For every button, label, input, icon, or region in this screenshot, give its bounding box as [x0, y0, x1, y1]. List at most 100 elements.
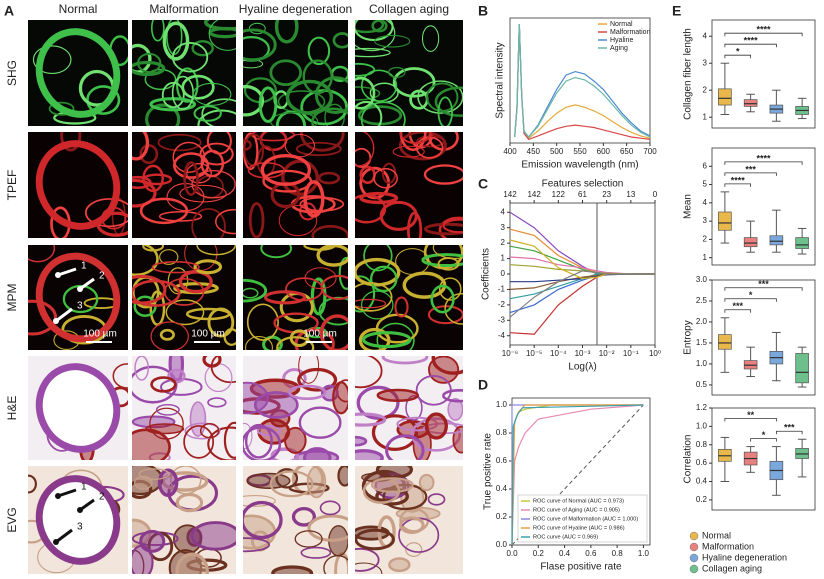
significance-label: *** — [745, 164, 756, 174]
texture — [166, 20, 183, 55]
arrow-head — [77, 286, 83, 292]
box — [718, 211, 732, 231]
texture — [415, 375, 452, 406]
texture — [181, 74, 215, 100]
y-tick-label: 1.0 — [696, 421, 708, 430]
significance-label: *** — [732, 301, 743, 311]
texture — [207, 307, 235, 338]
x-tick-label: 10⁻⁶ — [502, 349, 518, 358]
series-line — [509, 239, 655, 280]
legend-label: Hyaline — [610, 37, 633, 44]
x-tick-label: 450 — [527, 147, 541, 156]
y-axis-label: Correlation — [683, 435, 694, 484]
series-line — [509, 273, 655, 335]
texture — [178, 270, 213, 294]
significance-label: **** — [756, 153, 771, 163]
y-tick-label: -2 — [498, 300, 506, 309]
texture — [363, 245, 393, 272]
series-line — [511, 404, 644, 546]
texture — [298, 356, 320, 384]
texture — [84, 198, 128, 228]
texture — [373, 168, 398, 189]
texture — [199, 423, 220, 439]
x-tick-label: 550 — [573, 147, 587, 156]
box — [795, 353, 809, 384]
texture — [332, 32, 348, 49]
row-label: TPEF — [5, 170, 19, 201]
texture — [193, 259, 223, 275]
scale-bar-label: 100 µm — [303, 329, 337, 340]
image-background — [28, 20, 128, 126]
significance-label: *** — [758, 279, 769, 289]
texture — [142, 173, 173, 186]
texture — [355, 562, 383, 574]
significance-label: *** — [784, 423, 795, 433]
texture — [215, 208, 236, 235]
significance-label: **** — [731, 175, 746, 185]
texture — [434, 86, 463, 117]
texture — [208, 20, 236, 51]
arrow-label: 1 — [81, 261, 87, 272]
y-tick-label: 2 — [703, 235, 708, 244]
texture — [355, 47, 391, 58]
legend-label: Normal — [610, 21, 633, 28]
texture — [202, 356, 222, 368]
texture — [355, 20, 394, 42]
legend-label: Normal — [702, 530, 731, 540]
y-axis-label: Collagen fiber length — [683, 28, 694, 120]
texture — [184, 422, 221, 440]
texture — [318, 296, 348, 326]
texture — [355, 20, 396, 52]
texture — [243, 85, 265, 117]
x-tick-label: 700 — [643, 147, 657, 156]
row-label: MPM — [5, 284, 19, 312]
texture — [300, 546, 332, 559]
image-cell — [28, 245, 128, 350]
series-line — [509, 211, 655, 275]
image-cell — [355, 132, 463, 238]
texture — [155, 403, 180, 416]
texture — [206, 132, 232, 155]
texture — [132, 279, 181, 307]
texture — [193, 105, 222, 122]
arrow-head — [55, 272, 61, 278]
significance-bracket — [724, 32, 803, 37]
texture — [355, 449, 384, 460]
panel-label: E — [672, 3, 681, 19]
texture — [355, 412, 387, 427]
y-tick-label: 3 — [501, 223, 506, 232]
texture — [421, 253, 463, 267]
y-axis-label: True positive rate — [483, 433, 494, 510]
y-tick-label: 0.5 — [696, 380, 708, 389]
y-tick-label: -3 — [498, 315, 506, 324]
texture — [294, 530, 323, 548]
legend-label: Malformation — [702, 541, 754, 551]
series-line — [509, 270, 655, 318]
image-background — [28, 132, 128, 238]
texture — [355, 356, 383, 389]
plot-frame — [711, 147, 816, 266]
significance-label: * — [762, 430, 766, 440]
image-cell — [132, 132, 236, 238]
texture — [442, 218, 463, 234]
texture — [388, 557, 411, 573]
arrow-head — [53, 318, 59, 324]
significance-label: * — [749, 290, 753, 300]
texture — [399, 516, 425, 534]
texture — [355, 547, 380, 572]
texture — [270, 447, 299, 460]
texture — [316, 245, 348, 267]
x2-tick-label: 23 — [602, 190, 611, 199]
texture — [176, 67, 199, 103]
x-tick-label: 10⁻⁵ — [526, 349, 542, 358]
image-cell — [28, 356, 128, 460]
texture — [442, 389, 463, 403]
texture — [405, 542, 423, 557]
texture — [269, 59, 303, 87]
significance-label: ** — [747, 410, 755, 420]
texture — [132, 60, 166, 77]
texture — [253, 391, 299, 419]
x2-tick-label: 142 — [527, 190, 541, 199]
texture — [369, 265, 398, 293]
